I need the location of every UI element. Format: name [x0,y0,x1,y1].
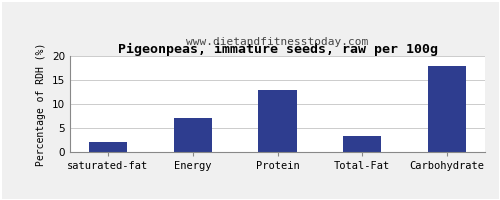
Title: Pigeonpeas, immature seeds, raw per 100g: Pigeonpeas, immature seeds, raw per 100g [118,43,438,56]
Bar [174,118,212,152]
Bar [428,66,466,152]
Bar [89,142,127,152]
Bar [343,136,382,152]
Bar [258,90,296,152]
Text: www.dietandfitnesstoday.com: www.dietandfitnesstoday.com [186,37,368,47]
Y-axis label: Percentage of RDH (%): Percentage of RDH (%) [36,42,46,166]
